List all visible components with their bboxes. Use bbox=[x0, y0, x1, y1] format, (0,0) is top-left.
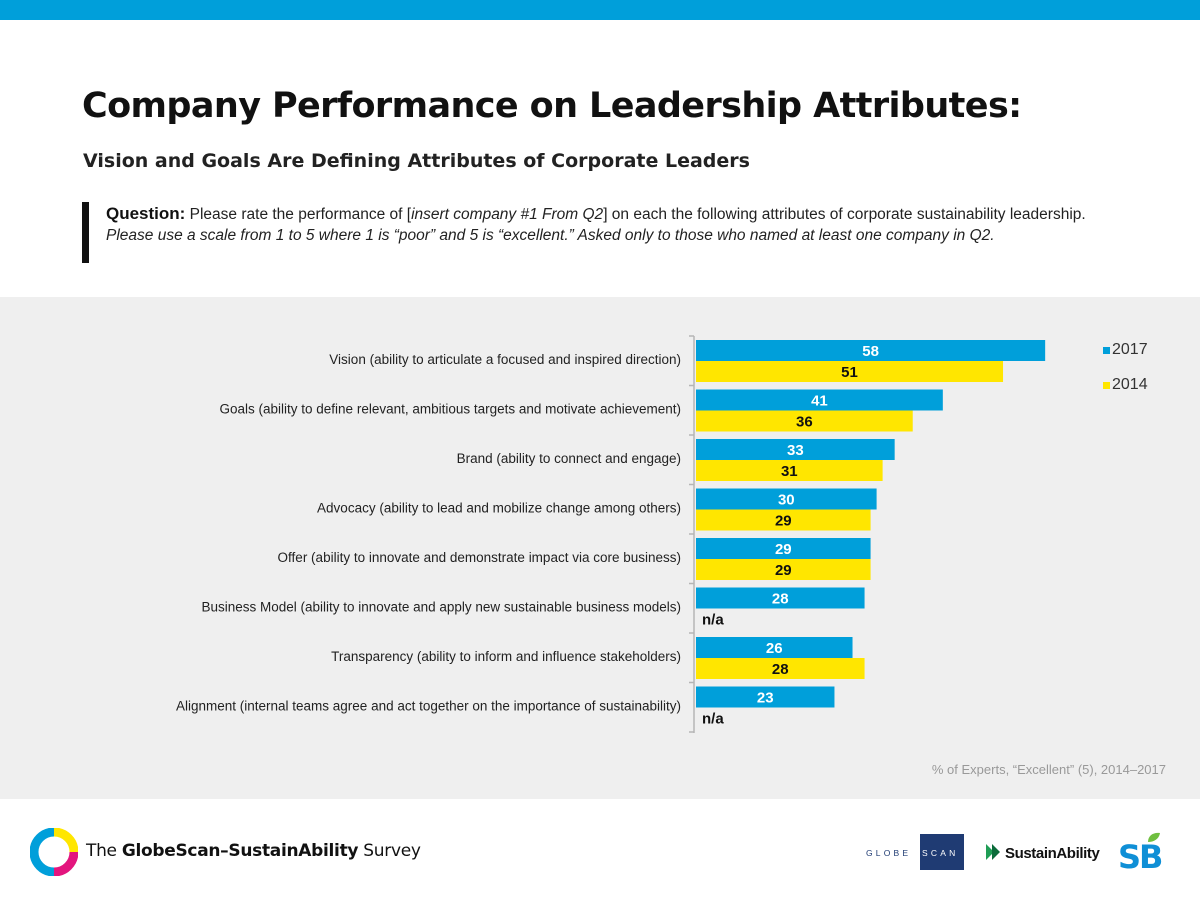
legend-swatch-2017 bbox=[1103, 347, 1110, 354]
page-title: Company Performance on Leadership Attrib… bbox=[82, 86, 1022, 126]
bar-2014-vision bbox=[696, 361, 1004, 382]
survey-name-prefix: The bbox=[86, 841, 122, 861]
question-text-part1: Please rate the performance of [ bbox=[185, 206, 412, 223]
data-label-2014-transparency: 28 bbox=[772, 661, 789, 678]
data-label-2014-vision: 51 bbox=[841, 364, 858, 381]
question-text-part2: insert company #1 From Q2 bbox=[411, 206, 604, 223]
missing-label-2014: n/a bbox=[702, 711, 724, 728]
sb-logo: SB bbox=[1118, 832, 1164, 874]
bar-2017-offer bbox=[696, 538, 871, 559]
svg-text:SCAN: SCAN bbox=[922, 848, 958, 858]
data-label-2017-goals: 41 bbox=[811, 393, 828, 410]
category-label-transparency: Transparency (ability to inform and infl… bbox=[331, 649, 681, 664]
category-label-vision: Vision (ability to articulate a focused … bbox=[329, 352, 681, 367]
bar-2014-brand bbox=[696, 460, 883, 481]
data-label-2014-offer: 29 bbox=[775, 562, 792, 579]
legend-swatch-2014 bbox=[1103, 382, 1110, 389]
legend-label-2017: 2017 bbox=[1112, 341, 1148, 358]
bar-2017-brand bbox=[696, 439, 895, 460]
data-label-2017-business-model: 28 bbox=[772, 591, 789, 608]
data-label-2014-goals: 36 bbox=[796, 414, 813, 431]
data-label-2017-alignment: 23 bbox=[757, 690, 774, 707]
missing-label-2014: n/a bbox=[702, 612, 724, 629]
bar-2017-goals bbox=[696, 389, 943, 411]
bar-2017-vision bbox=[696, 340, 1046, 361]
category-label-goals: Goals (ability to define relevant, ambit… bbox=[220, 402, 682, 417]
question-marker bbox=[82, 202, 89, 263]
data-label-2014-brand: 31 bbox=[781, 463, 798, 480]
survey-name-suffix: Survey bbox=[358, 841, 421, 861]
globescan-logo: GLOBE SCAN bbox=[866, 834, 964, 870]
data-label-2017-brand: 33 bbox=[787, 442, 804, 459]
bar-2017-advocacy bbox=[696, 488, 877, 510]
sustainability-logo: SustainAbility bbox=[1005, 845, 1100, 862]
data-label-2017-vision: 58 bbox=[862, 343, 879, 360]
category-label-business-model: Business Model (ability to innovate and … bbox=[201, 600, 681, 615]
data-label-2017-advocacy: 30 bbox=[778, 492, 795, 509]
category-label-alignment: Alignment (internal teams agree and act … bbox=[176, 699, 681, 714]
globescan-sustainability-survey-icon bbox=[30, 828, 78, 876]
bar-2014-goals bbox=[696, 410, 913, 432]
question-label: Question: bbox=[106, 204, 186, 223]
bar-2014-transparency bbox=[696, 658, 865, 679]
survey-name: The GlobeScan–SustainAbility Survey bbox=[86, 841, 421, 861]
page-subtitle: Vision and Goals Are Defining Attributes… bbox=[83, 150, 750, 172]
svg-text:GLOBE: GLOBE bbox=[866, 848, 911, 858]
data-label-2017-transparency: 26 bbox=[766, 640, 783, 657]
survey-name-bold: GlobeScan–SustainAbility bbox=[121, 841, 359, 861]
bar-2017-alignment bbox=[696, 686, 835, 708]
category-label-advocacy: Advocacy (ability to lead and mobilize c… bbox=[317, 501, 681, 516]
svg-text:SB: SB bbox=[1118, 838, 1162, 874]
question-text-part3: ] on each the following attributes of co… bbox=[603, 206, 1086, 223]
top-accent-bar bbox=[0, 0, 1200, 20]
bar-2017-business-model bbox=[696, 587, 865, 609]
data-label-2014-advocacy: 29 bbox=[775, 513, 792, 530]
data-label-2017-offer: 29 bbox=[775, 541, 792, 558]
legend-label-2014: 2014 bbox=[1112, 376, 1148, 393]
bar-2014-advocacy bbox=[696, 509, 871, 531]
bar-2014-offer bbox=[696, 559, 871, 580]
category-label-offer: Offer (ability to innovate and demonstra… bbox=[278, 550, 681, 565]
question-text-part4: Please use a scale from 1 to 5 where 1 i… bbox=[106, 227, 995, 244]
chart-note: % of Experts, “Excellent” (5), 2014–2017 bbox=[932, 762, 1166, 777]
bar-chart: Vision (ability to articulate a focused … bbox=[176, 335, 1166, 777]
category-label-brand: Brand (ability to connect and engage) bbox=[457, 451, 681, 466]
bar-2017-transparency bbox=[696, 637, 853, 658]
question-text: Question: Please rate the performance of… bbox=[106, 203, 1086, 246]
sustainability-logo-mark bbox=[986, 844, 1000, 860]
